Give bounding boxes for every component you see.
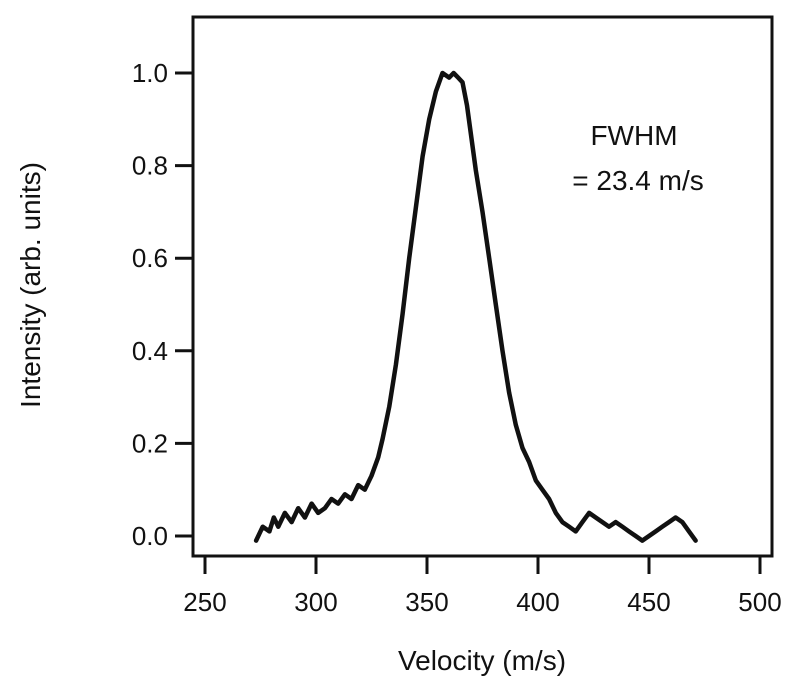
annotation-fwhm-value: = 23.4 m/s [572,165,704,196]
y-tick-label: 0.8 [132,151,168,181]
series-line [253,70,698,543]
x-tick-label: 300 [294,587,337,617]
y-tick-label: 0.6 [132,243,168,273]
x-tick-label: 250 [183,587,226,617]
x-tick-label: 500 [738,587,781,617]
y-tick-label: 0.2 [132,428,168,458]
x-tick-label: 450 [627,587,670,617]
series-layer [253,70,698,543]
axis-ticks: 250 300 350 400 450 500 0.0 0.2 0.4 0.6 0.8 1.0 [132,58,782,617]
y-tick-label: 1.0 [132,58,168,88]
y-axis-title: Intensity (arb. units) [15,162,46,408]
y-tick-label: 0.4 [132,336,168,366]
x-tick-label: 400 [516,587,559,617]
y-tick-label: 0.0 [132,521,168,551]
plot-frame [191,15,774,558]
x-tick-label: 350 [405,587,448,617]
annotation-fwhm-label: FWHM [590,120,677,151]
x-axis-title: Velocity (m/s) [398,645,566,676]
